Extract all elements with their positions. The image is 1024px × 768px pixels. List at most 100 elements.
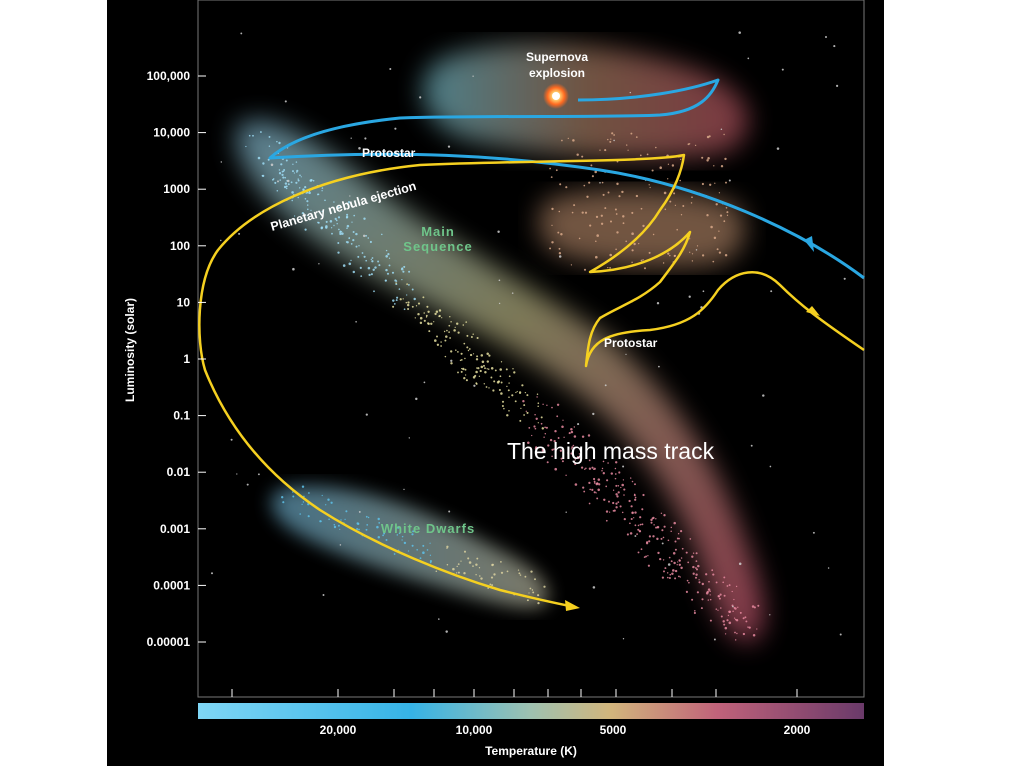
star-dot — [537, 402, 540, 405]
star-dot — [389, 67, 392, 71]
star-dot — [634, 496, 637, 499]
star-dot — [677, 561, 679, 563]
star-dot — [641, 523, 644, 526]
star-dot — [359, 266, 362, 269]
star-dot — [427, 310, 430, 313]
star-dot — [555, 169, 558, 172]
star-dot — [622, 638, 625, 640]
star-dot — [300, 176, 302, 178]
star-dot — [281, 170, 284, 173]
star-dot — [337, 242, 340, 244]
star-dot — [607, 266, 609, 269]
star-dot — [593, 468, 595, 471]
star-dot — [436, 335, 438, 338]
star-dot — [339, 544, 342, 546]
star-dot — [734, 631, 736, 634]
star-dot — [630, 132, 633, 135]
star-dot — [322, 594, 325, 596]
star-dot — [349, 195, 351, 197]
star-dot — [709, 594, 711, 596]
star-dot — [602, 472, 605, 475]
star-dot — [689, 538, 692, 540]
star-dot — [220, 161, 223, 163]
star-dot — [633, 493, 636, 496]
star-dot — [413, 297, 416, 301]
star-dot — [278, 169, 281, 171]
star-dot — [667, 163, 670, 165]
star-dot — [490, 376, 493, 379]
star-dot — [466, 334, 469, 337]
star-dot — [308, 492, 310, 494]
star-dot — [691, 253, 694, 255]
star-dot — [600, 222, 604, 225]
star-dot — [493, 573, 496, 576]
star-dot — [577, 423, 580, 426]
star-dot — [707, 157, 710, 160]
star-dot — [472, 353, 475, 355]
star-dot — [416, 548, 419, 551]
star-dot — [363, 217, 366, 220]
star-dot — [411, 305, 414, 308]
y-tick-label: 100,000 — [147, 69, 191, 83]
star-dot — [280, 163, 283, 166]
star-dot — [492, 563, 494, 566]
star-dot — [366, 524, 369, 526]
star-dot — [614, 473, 617, 475]
star-dot — [450, 350, 453, 353]
star-dot — [378, 264, 381, 267]
star-dot — [492, 389, 495, 392]
star-dot — [707, 599, 709, 601]
star-dot — [668, 556, 671, 559]
star-dot — [595, 215, 599, 219]
star-dot — [281, 496, 284, 499]
star-dot — [295, 161, 298, 163]
star-dot — [252, 134, 254, 137]
star-dot — [709, 619, 712, 622]
star-dot — [403, 488, 405, 491]
star-dot — [441, 317, 443, 319]
star-dot — [383, 532, 386, 535]
star-dot — [661, 576, 665, 579]
star-dot — [357, 255, 360, 258]
star-dot — [551, 448, 554, 451]
star-dot — [631, 480, 634, 483]
star-dot — [292, 163, 294, 165]
star-dot — [604, 149, 607, 152]
star-dot — [674, 569, 678, 573]
star-dot — [276, 189, 279, 192]
protostar-low-label: Protostar — [604, 336, 658, 350]
star-dot — [602, 193, 605, 196]
star-dot — [560, 457, 563, 460]
star-dot — [738, 562, 742, 566]
star-dot — [591, 488, 594, 491]
star-dot — [770, 290, 773, 293]
star-dot — [220, 239, 222, 242]
star-dot — [540, 422, 543, 425]
star-dot — [570, 452, 573, 455]
star-dot — [614, 467, 617, 470]
star-dot — [690, 202, 693, 204]
star-dot — [257, 473, 260, 476]
star-dot — [697, 564, 700, 568]
star-dot — [633, 517, 635, 519]
star-dot — [388, 257, 391, 259]
star-dot — [419, 321, 423, 325]
star-dot — [660, 512, 663, 514]
star-dot — [396, 526, 400, 529]
star-dot — [554, 430, 557, 433]
star-dot — [328, 518, 330, 521]
star-dot — [448, 331, 450, 333]
star-dot — [631, 232, 634, 235]
star-dot — [781, 68, 784, 71]
star-dot — [333, 224, 335, 227]
star-dot — [616, 495, 619, 498]
star-dot — [301, 485, 305, 488]
star-dot — [490, 576, 494, 579]
star-dot — [468, 561, 472, 564]
star-dot — [402, 270, 405, 273]
star-dot — [535, 452, 538, 455]
star-dot — [628, 499, 631, 503]
star-dot — [835, 84, 839, 88]
star-dot — [449, 316, 451, 318]
star-dot — [520, 407, 522, 409]
